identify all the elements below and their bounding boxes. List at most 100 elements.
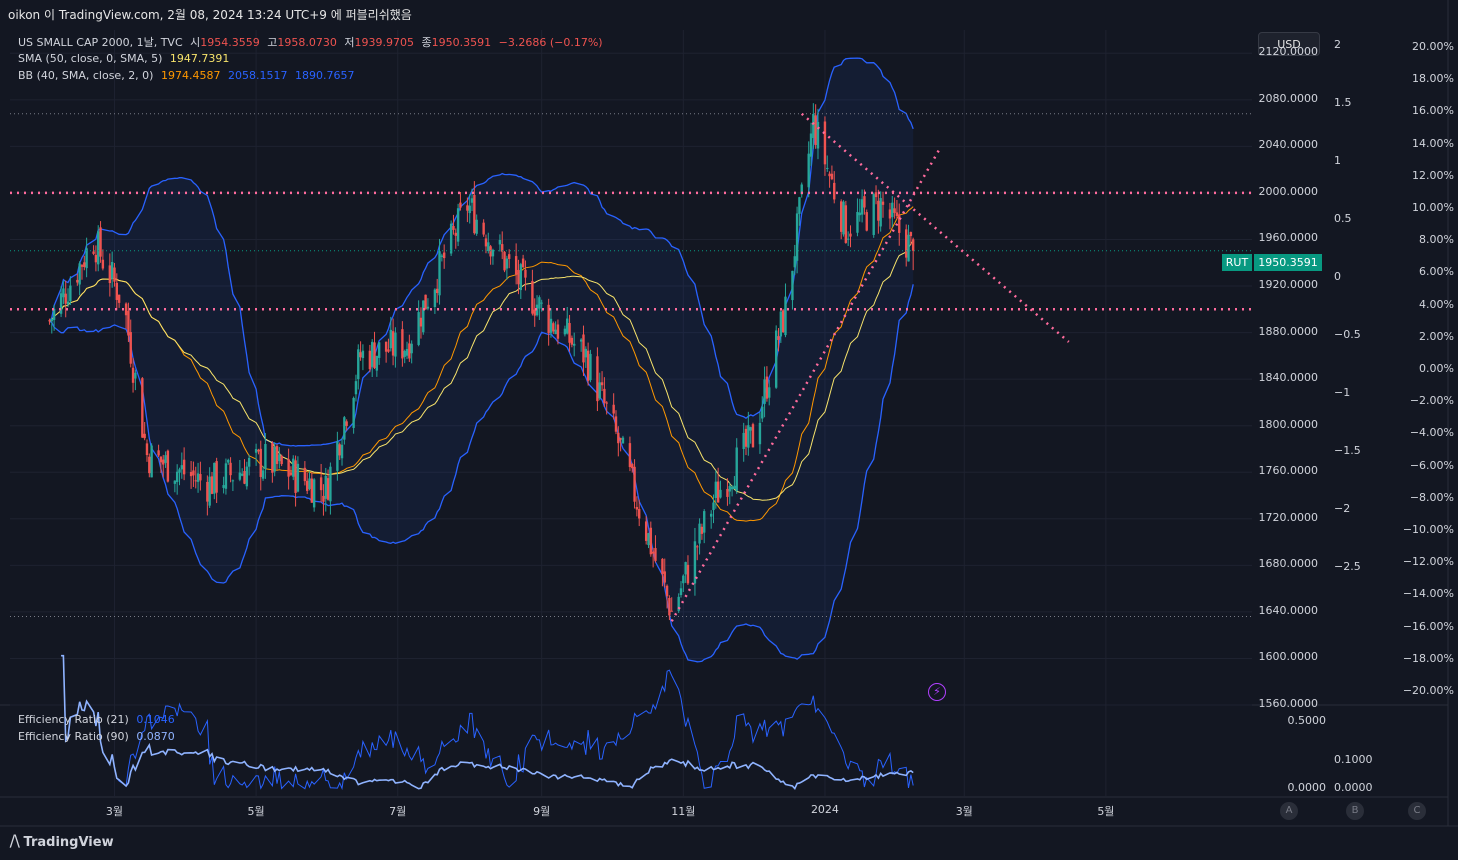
price-tick: 1920.0000 [1258,278,1319,292]
candle-body [684,562,687,575]
tradingview-logo[interactable]: ⧸⧹ TradingView [10,834,114,850]
button-b[interactable]: B [1346,802,1364,820]
candle-body [877,200,880,221]
candle-body [491,249,495,257]
currency-button[interactable]: USD [1258,32,1320,56]
percent-tick: −10.00% [1402,523,1454,536]
candle-body [273,446,276,472]
candle-body [403,350,406,357]
candle-body [517,269,520,285]
price-pane [10,30,1252,705]
candle-body [338,444,341,456]
candle-body [809,133,813,157]
candle-body [422,300,425,333]
candle-body [793,256,796,268]
candle-body [735,447,738,492]
trend-line [800,112,1070,343]
candle-body [280,455,283,465]
candle-body [505,258,509,269]
candle-body [189,471,193,477]
lightning-icon[interactable]: ⚡ [928,683,946,701]
candle-body [141,378,144,438]
candle-body [589,353,592,381]
candle-body [127,310,130,336]
candle-body [456,208,460,242]
candle-body [579,339,583,342]
candle-body [180,465,184,470]
candle-body [677,596,680,611]
button-a[interactable]: A [1280,802,1298,820]
candle-body [503,251,506,271]
candle-body [359,352,362,358]
er-tick2: 0.0000 [1334,781,1373,794]
candle-body [66,301,70,305]
candle-body [891,202,894,218]
candle-body [459,202,462,208]
er90-legend[interactable]: Efficiency Ratio (90) 0.0870 [18,730,179,743]
candle-body [243,471,246,484]
price-tick: 1720.0000 [1258,510,1319,524]
candle-body [712,502,715,511]
change-value: −3.2686 (−0.17%) [498,36,603,49]
candle-body [911,239,915,251]
candle-body [572,343,576,346]
candle-body [763,379,766,404]
sma-legend[interactable]: SMA (50, close, 0, SMA, 5) 1947.7391 [18,52,233,65]
candle-body [816,121,820,149]
time-tick: 11월 [671,805,696,818]
candle-body [798,197,801,214]
candle-body [340,444,344,459]
candle-body [633,466,636,502]
candle-body [215,461,218,493]
candle-body [352,397,355,428]
candle-body [498,239,502,245]
er-tick2: 0.1000 [1334,753,1373,767]
candle-body [777,336,780,340]
candle-body [621,437,625,444]
price-tick: 1560.0000 [1258,697,1319,710]
candle-body [417,312,420,345]
candle-body [145,443,149,456]
candle-body [552,323,555,332]
candle-body [408,343,411,359]
tradingview-icon: ⧸⧹ [10,834,20,850]
er21-legend[interactable]: Efficiency Ratio (21) 0.1046 [18,713,179,726]
candle-body [78,263,81,285]
candle-body [489,246,492,257]
candle-body [844,205,848,243]
candle-body [240,473,244,476]
candle-body [377,342,381,358]
candle-body [247,457,251,467]
price-tick: 2080.0000 [1258,91,1319,105]
candle-body [475,219,478,234]
sigma-tick: −0.5 [1334,327,1361,341]
candle-body [600,382,604,386]
candle-body [157,450,160,456]
candle-body [92,251,95,254]
candle-body [549,318,553,333]
percent-tick: 16.00% [1412,104,1454,118]
bb-legend[interactable]: BB (40, SMA, close, 2, 0) 1974.4587 2058… [18,69,358,82]
candle-body [617,432,620,444]
candle-body [849,233,852,237]
candle-body [470,198,474,203]
main-series-legend[interactable]: US SMALL CAP 2000, 1날, TVC 시1954.3559 고1… [18,34,607,50]
open-value: 1954.3559 [200,36,260,49]
candle-body [345,421,348,426]
low-value: 1939.9705 [354,36,415,49]
candle-body [175,471,179,483]
candle-body [661,558,664,574]
candle-body [686,564,690,584]
candle-body [566,318,569,334]
candle-body [665,585,669,597]
candle-body [292,458,295,477]
percent-tick: −8.00% [1409,490,1454,504]
candle-body [199,474,202,481]
time-tick: 5월 [247,805,265,818]
candle-body [842,201,845,235]
candle-body [487,242,490,252]
button-c[interactable]: C [1408,802,1426,820]
candle-body [329,466,332,502]
candle-body [231,480,235,482]
